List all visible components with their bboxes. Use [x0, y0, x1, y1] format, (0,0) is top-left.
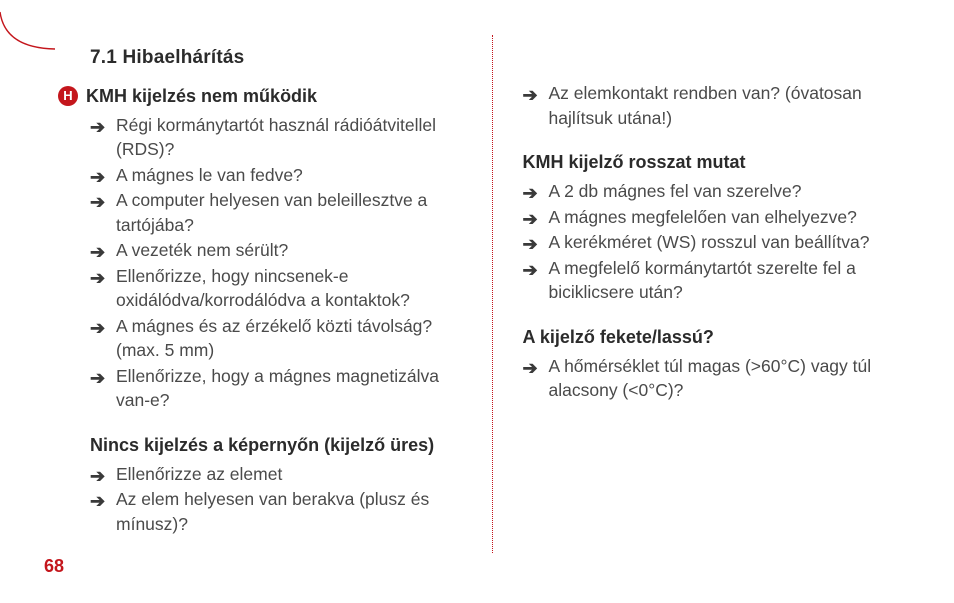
item-text: A vezeték nem sérült?	[116, 240, 288, 260]
list-item: ➔ Ellenőrizze, hogy a mágnes magnetizálva…	[90, 364, 462, 413]
item-text: A computer helyesen van beleillesztve a …	[116, 190, 427, 235]
list-item: ➔ A hőmérséklet túl magas (>60°C) vagy tú…	[523, 354, 895, 403]
list-cont: ➔ Az elemkontakt rendben van? (óvatosan h…	[523, 81, 895, 130]
page-number: 68	[44, 556, 64, 577]
list-4: ➔ A hőmérséklet túl magas (>60°C) vagy tú…	[523, 354, 895, 403]
list-item: ➔ Régi kormánytartót használ rádióátvitel…	[90, 113, 462, 162]
list-item: ➔ Az elemkontakt rendben van? (óvatosan h…	[523, 81, 895, 130]
item-text: A mágnes és az érzékelő közti távolság? …	[116, 316, 432, 361]
item-text: A mágnes le van fedve?	[116, 165, 303, 185]
list-item: ➔ A mágnes megfelelően van elhelyezve?	[523, 205, 895, 230]
arrow-icon: ➔	[90, 190, 105, 215]
arrow-icon: ➔	[90, 240, 105, 265]
arrow-icon: ➔	[523, 181, 538, 206]
list-item: ➔ Ellenőrizze, hogy nincsenek-e oxidálódv…	[90, 264, 462, 313]
heading-row-1: H KMH kijelzés nem működik	[60, 84, 462, 109]
item-text: A megfelelő kormánytartót szerelte fel a…	[549, 258, 856, 303]
sub-heading-4: A kijelző fekete/lassú?	[523, 325, 895, 350]
content-columns: 7.1 Hibaelhárítás H KMH kijelzés nem műk…	[90, 45, 904, 573]
arrow-icon: ➔	[90, 165, 105, 190]
list-3: ➔ A 2 db mágnes fel van szerelve? ➔ A mágn…	[523, 179, 895, 305]
corner-curve	[0, 0, 90, 90]
sub-heading-1: KMH kijelzés nem működik	[86, 84, 317, 109]
arrow-icon: ➔	[90, 316, 105, 341]
item-text: Ellenőrizze, hogy a mágnes magnetizálva …	[116, 366, 439, 411]
list-item: ➔ A mágnes és az érzékelő közti távolság?…	[90, 314, 462, 363]
section-title: 7.1 Hibaelhárítás	[90, 45, 462, 72]
list-2: ➔ Ellenőrizze az elemet ➔ Az elem helyesen…	[90, 462, 462, 537]
list-1: ➔ Régi kormánytartót használ rádióátvitel…	[90, 113, 462, 413]
manual-page: 7.1 Hibaelhárítás H KMH kijelzés nem műk…	[0, 0, 954, 603]
arrow-icon: ➔	[523, 207, 538, 232]
sub-heading-2: Nincs kijelzés a képernyőn (kijelző üres…	[90, 433, 462, 458]
item-text: A hőmérséklet túl magas (>60°C) vagy túl…	[549, 356, 872, 401]
list-item: ➔ A megfelelő kormánytartót szerelte fel …	[523, 256, 895, 305]
list-item: ➔ Ellenőrizze az elemet	[90, 462, 462, 487]
item-text: Az elemkontakt rendben van? (óvatosan ha…	[549, 83, 862, 128]
arrow-icon: ➔	[90, 489, 105, 514]
list-item: ➔ A kerékméret (WS) rosszul van beállítva…	[523, 230, 895, 255]
list-item: ➔ A computer helyesen van beleillesztve a…	[90, 188, 462, 237]
arrow-icon: ➔	[90, 266, 105, 291]
item-text: Régi kormánytartót használ rádióátvitell…	[116, 115, 436, 160]
arrow-icon: ➔	[523, 258, 538, 283]
arrow-icon: ➔	[523, 232, 538, 257]
spacer	[523, 45, 895, 81]
arrow-icon: ➔	[523, 83, 538, 108]
arrow-icon: ➔	[90, 464, 105, 489]
item-text: Az elem helyesen van berakva (plusz és m…	[116, 489, 429, 534]
item-text: Ellenőrizze az elemet	[116, 464, 282, 484]
item-text: A mágnes megfelelően van elhelyezve?	[549, 207, 857, 227]
item-text: A 2 db mágnes fel van szerelve?	[549, 181, 802, 201]
left-column: 7.1 Hibaelhárítás H KMH kijelzés nem műk…	[90, 45, 492, 573]
item-text: A kerékméret (WS) rosszul van beállítva?	[549, 232, 870, 252]
arrow-icon: ➔	[523, 356, 538, 381]
list-item: ➔ Az elem helyesen van berakva (plusz és …	[90, 487, 462, 536]
right-column: ➔ Az elemkontakt rendben van? (óvatosan h…	[493, 45, 905, 573]
list-item: ➔ A 2 db mágnes fel van szerelve?	[523, 179, 895, 204]
list-item: ➔ A mágnes le van fedve?	[90, 163, 462, 188]
list-item: ➔ A vezeték nem sérült?	[90, 238, 462, 263]
item-text: Ellenőrizze, hogy nincsenek-e oxidálódva…	[116, 266, 410, 311]
arrow-icon: ➔	[90, 366, 105, 391]
arrow-icon: ➔	[90, 115, 105, 140]
sub-heading-3: KMH kijelző rosszat mutat	[523, 150, 895, 175]
